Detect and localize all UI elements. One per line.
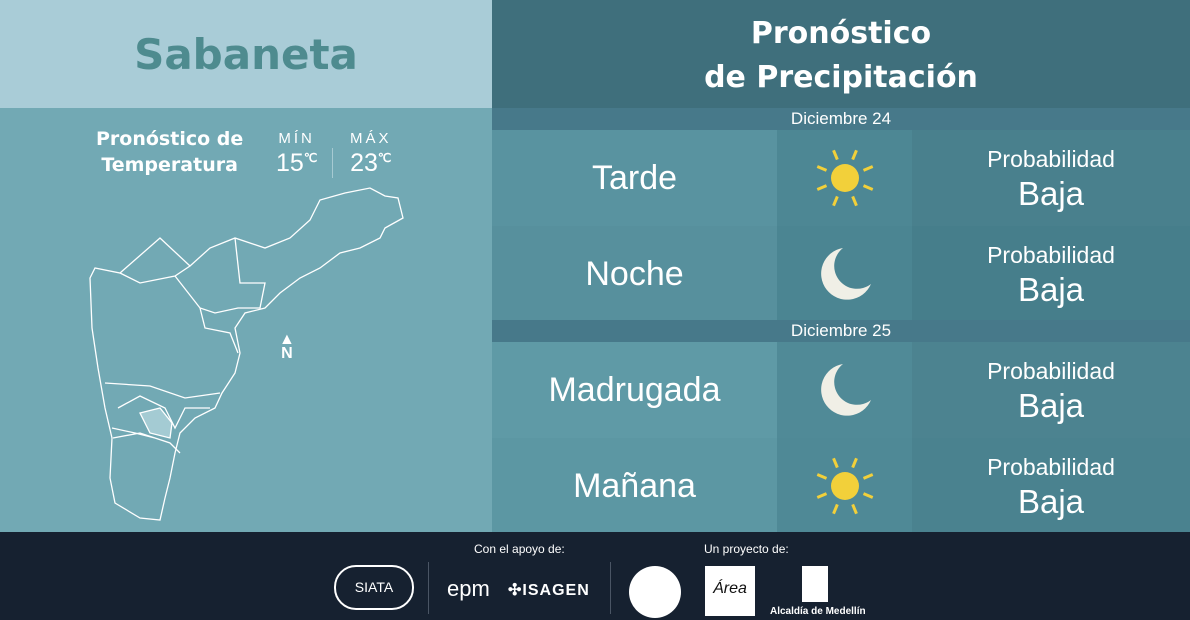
probability-cell: Probabilidad Baja (912, 226, 1190, 322)
epm-logo: epm (447, 576, 490, 601)
period-name: Mañana (492, 438, 777, 534)
temperature-title: Pronóstico de Temperatura (96, 126, 243, 178)
probability-cell: Probabilidad Baja (912, 438, 1190, 534)
temperature-panel: Pronóstico de Temperatura MÍN 15℃ MÁX 23℃ ▲… (0, 108, 492, 532)
date-bar: Diciembre 24 (492, 108, 1190, 130)
forecast-row: Madrugada Probabilidad Baja (492, 342, 1190, 438)
probability-label: Probabilidad (987, 242, 1115, 268)
isagen-logo: ✣ISAGEN (508, 582, 590, 599)
probability-value: Baja (1017, 483, 1085, 520)
unit: ℃ (303, 151, 318, 165)
min-label: MÍN (278, 130, 315, 147)
min-value: 15 (276, 149, 304, 177)
moon-icon (820, 248, 871, 300)
probability-label: Probabilidad (987, 146, 1115, 172)
sun-icon (816, 149, 873, 207)
probability-cell: Probabilidad Baja (912, 342, 1190, 438)
period-name: Noche (492, 226, 777, 322)
sabaneta-highlight (139, 407, 173, 439)
forecast-row: Tarde Probabilidad Baja (492, 130, 1190, 226)
precipitation-header: Pronóstico de Precipitación (492, 0, 1190, 108)
weather-icon-cell (777, 226, 912, 322)
probability-cell: Probabilidad Baja (912, 130, 1190, 226)
weather-icon-cell (777, 438, 912, 534)
probability-value: Baja (1017, 175, 1085, 212)
location-header: Sabaneta (0, 0, 492, 108)
temperature-title-line1: Pronóstico de (96, 128, 244, 150)
probability-value: Baja (1017, 271, 1085, 308)
precip-title-line1: Pronóstico (750, 16, 932, 51)
min-temperature: MÍN 15℃ (276, 130, 317, 178)
footer: Con el apoyo de: Un proyecto de: SIATA e… (0, 532, 1190, 620)
probability-label: Probabilidad (987, 454, 1115, 480)
north-indicator: ▲ N (279, 331, 295, 362)
forecast-row: Mañana Probabilidad Baja (492, 438, 1190, 534)
unit: ℃ (377, 151, 392, 165)
region-map (89, 187, 404, 521)
date-bar: Diciembre 25 (492, 320, 1190, 342)
footer-divider (610, 562, 611, 614)
max-label: MÁX (350, 130, 392, 147)
footer-divider (428, 562, 429, 614)
location-name: Sabaneta (134, 29, 358, 79)
temperature-title-line2: Temperatura (101, 154, 238, 176)
max-value: 23 (350, 149, 378, 177)
siata-logo: SIATA (334, 565, 414, 610)
area-metropolitana-logo: Área (705, 566, 755, 616)
moon-icon (820, 364, 871, 416)
university-seal-logo (629, 566, 681, 618)
sun-icon (816, 457, 873, 515)
period-name: Tarde (492, 130, 777, 226)
weather-icon-cell (777, 130, 912, 226)
forecast-row: Noche Probabilidad Baja (492, 226, 1190, 322)
alcaldia-label: Alcaldía de Medellín (770, 606, 866, 617)
period-name: Madrugada (492, 342, 777, 438)
alcaldia-shield-logo (802, 566, 828, 602)
north-label: N (281, 345, 293, 362)
probability-label: Probabilidad (987, 358, 1115, 384)
divider (332, 148, 333, 178)
north-arrow-icon: ▲ (279, 331, 295, 348)
precip-title-line2: de Precipitación (704, 60, 978, 95)
probability-value: Baja (1017, 387, 1085, 424)
project-label: Un proyecto de: (704, 542, 789, 556)
weather-icon-cell (777, 342, 912, 438)
support-label: Con el apoyo de: (474, 542, 565, 556)
max-temperature: MÁX 23℃ (350, 130, 392, 178)
